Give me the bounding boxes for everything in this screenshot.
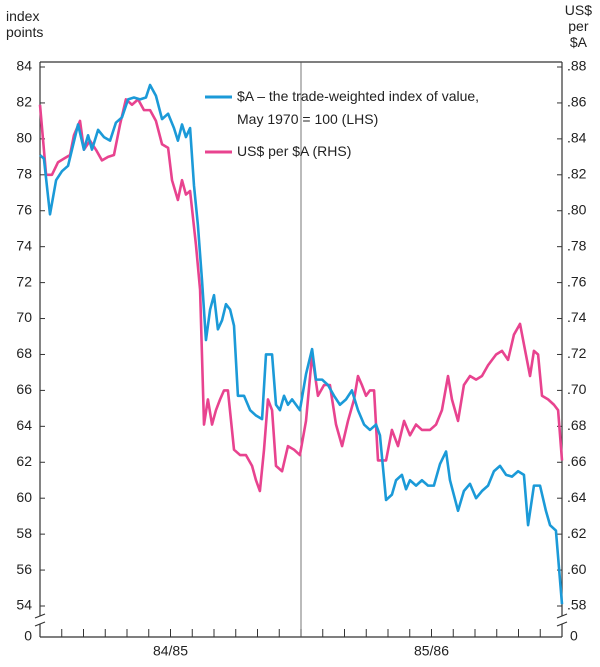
y-tick-label: 84 [16,58,32,74]
y2-tick-label: .66 [567,453,587,469]
axis-break [556,613,568,619]
y-tick-label: 76 [16,201,32,217]
y2-tick-label: .58 [567,597,587,613]
y2-tick-label: .86 [567,94,587,110]
y-tick-label: 72 [16,273,32,289]
x-tick-label: 84/85 [153,643,188,659]
y-tick-label: 74 [16,237,32,253]
y2-tick-label: .72 [567,345,587,361]
y-break-label: 0 [24,628,32,644]
y2-tick-label: .76 [567,273,587,289]
y-tick-label: 64 [16,417,32,433]
axis-break [34,613,46,619]
y-tick-label: 66 [16,381,32,397]
y2-tick-label: .74 [567,309,587,325]
y2-tick-label: .88 [567,58,587,74]
y-tick-label: 56 [16,561,32,577]
y-tick-label: 62 [16,453,32,469]
series-line [38,98,564,493]
y-tick-label: 58 [16,525,32,541]
x-tick-label: 85/86 [414,643,449,659]
y2-tick-label: .78 [567,237,587,253]
y-tick-label: 80 [16,130,32,146]
y2-tick-label: .84 [567,130,587,146]
y-tick-label: 54 [16,597,32,613]
y2-tick-label: .70 [567,381,587,397]
y-tick-label: 68 [16,345,32,361]
y2-tick-label: .64 [567,489,587,505]
series-line [39,83,564,605]
y-tick-label: 60 [16,489,32,505]
legend-label: US$ per $A (RHS) [237,143,352,159]
axis-break [34,621,46,627]
y2-tick-label: .82 [567,166,587,182]
y2-break-label: 0 [570,628,578,644]
y-tick-label: 70 [16,309,32,325]
y2-tick-label: .60 [567,561,587,577]
y-tick-label: 82 [16,94,32,110]
y2-tick-label: .68 [567,417,587,433]
y-axis-label: index points [6,8,44,40]
y2-tick-label: .80 [567,201,587,217]
y2-tick-label: .62 [567,525,587,541]
y-tick-label: 78 [16,166,32,182]
y2-axis-label: US$ per $A [564,2,592,50]
legend-label: $A – the trade-weighted index of value, … [237,88,480,127]
axis-break [556,621,568,627]
